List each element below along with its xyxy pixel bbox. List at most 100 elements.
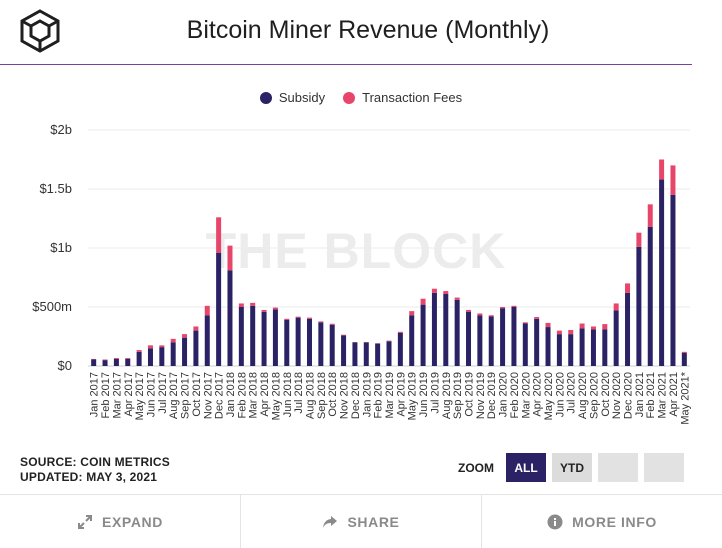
bar-subsidy[interactable]	[534, 318, 540, 366]
bar-subsidy[interactable]	[170, 342, 176, 366]
bar-subsidy[interactable]	[102, 360, 108, 366]
bar-transaction-fees[interactable]	[125, 357, 131, 359]
bar-transaction-fees[interactable]	[295, 316, 301, 318]
bar-subsidy[interactable]	[579, 328, 585, 366]
bar-transaction-fees[interactable]	[431, 288, 437, 293]
bar-transaction-fees[interactable]	[443, 291, 449, 295]
zoom-ytd-button[interactable]: YTD	[552, 453, 592, 482]
bar-transaction-fees[interactable]	[397, 331, 403, 333]
bar-subsidy[interactable]	[397, 332, 403, 366]
bar-transaction-fees[interactable]	[659, 159, 665, 180]
bar-transaction-fees[interactable]	[318, 321, 324, 323]
bar-subsidy[interactable]	[670, 194, 676, 366]
bar-transaction-fees[interactable]	[590, 326, 596, 330]
bar-subsidy[interactable]	[136, 351, 142, 366]
bar-subsidy[interactable]	[556, 334, 562, 366]
bar-transaction-fees[interactable]	[306, 317, 312, 319]
bar-transaction-fees[interactable]	[670, 165, 676, 195]
bar-transaction-fees[interactable]	[113, 357, 119, 359]
bar-transaction-fees[interactable]	[91, 358, 97, 360]
bar-transaction-fees[interactable]	[250, 302, 256, 306]
bar-subsidy[interactable]	[500, 308, 506, 366]
bar-subsidy[interactable]	[113, 358, 119, 366]
bar-subsidy[interactable]	[522, 323, 528, 366]
bar-subsidy[interactable]	[545, 327, 551, 366]
bar-transaction-fees[interactable]	[625, 283, 631, 293]
zoom-all-button[interactable]: ALL	[506, 453, 546, 482]
bar-transaction-fees[interactable]	[522, 322, 528, 324]
bar-transaction-fees[interactable]	[545, 322, 551, 328]
more-info-button[interactable]: MORE INFO	[481, 495, 722, 548]
bar-transaction-fees[interactable]	[602, 324, 608, 330]
bar-subsidy[interactable]	[647, 226, 653, 366]
bar-subsidy[interactable]	[409, 315, 415, 366]
bar-subsidy[interactable]	[261, 311, 267, 366]
bar-transaction-fees[interactable]	[272, 307, 278, 310]
bar-transaction-fees[interactable]	[341, 334, 347, 336]
bar-subsidy[interactable]	[147, 348, 153, 366]
bar-subsidy[interactable]	[590, 329, 596, 366]
bar-subsidy[interactable]	[636, 246, 642, 366]
bar-subsidy[interactable]	[477, 315, 483, 366]
bar-subsidy[interactable]	[602, 329, 608, 366]
bar-subsidy[interactable]	[363, 342, 369, 366]
bar-subsidy[interactable]	[625, 292, 631, 366]
bar-transaction-fees[interactable]	[204, 305, 210, 316]
bar-subsidy[interactable]	[386, 341, 392, 366]
bar-transaction-fees[interactable]	[488, 315, 494, 317]
bar-transaction-fees[interactable]	[386, 340, 392, 342]
bar-subsidy[interactable]	[568, 334, 574, 366]
bar-transaction-fees[interactable]	[454, 297, 460, 300]
bar-transaction-fees[interactable]	[511, 305, 517, 307]
share-button[interactable]: SHARE	[240, 495, 481, 548]
bar-subsidy[interactable]	[511, 307, 517, 366]
bar-subsidy[interactable]	[466, 311, 472, 366]
bar-transaction-fees[interactable]	[681, 351, 687, 354]
bar-transaction-fees[interactable]	[329, 323, 335, 325]
bar-transaction-fees[interactable]	[159, 345, 165, 348]
bar-transaction-fees[interactable]	[193, 326, 199, 331]
bar-subsidy[interactable]	[329, 324, 335, 366]
legend-item-subsidy[interactable]: Subsidy	[259, 90, 325, 105]
bar-subsidy[interactable]	[488, 316, 494, 366]
bar-subsidy[interactable]	[182, 337, 188, 366]
bar-subsidy[interactable]	[250, 305, 256, 366]
bar-transaction-fees[interactable]	[261, 309, 267, 312]
bar-transaction-fees[interactable]	[636, 232, 642, 247]
bar-transaction-fees[interactable]	[216, 217, 222, 253]
bar-subsidy[interactable]	[420, 304, 426, 366]
bar-subsidy[interactable]	[375, 343, 381, 366]
bar-subsidy[interactable]	[204, 315, 210, 366]
bar-subsidy[interactable]	[659, 179, 665, 366]
bar-subsidy[interactable]	[454, 299, 460, 366]
bar-subsidy[interactable]	[272, 309, 278, 366]
bar-transaction-fees[interactable]	[409, 311, 415, 316]
bar-transaction-fees[interactable]	[136, 350, 142, 352]
bar-transaction-fees[interactable]	[170, 338, 176, 343]
bar-subsidy[interactable]	[159, 347, 165, 366]
bar-subsidy[interactable]	[227, 270, 233, 366]
zoom-option-button[interactable]	[644, 453, 684, 482]
bar-subsidy[interactable]	[91, 359, 97, 366]
bar-transaction-fees[interactable]	[284, 318, 290, 320]
bar-subsidy[interactable]	[295, 317, 301, 366]
bar-subsidy[interactable]	[284, 319, 290, 366]
bar-transaction-fees[interactable]	[500, 307, 506, 309]
bar-transaction-fees[interactable]	[647, 204, 653, 227]
bar-subsidy[interactable]	[193, 330, 199, 366]
bar-transaction-fees[interactable]	[227, 245, 233, 271]
bar-transaction-fees[interactable]	[238, 303, 244, 307]
bar-transaction-fees[interactable]	[579, 323, 585, 329]
zoom-option-button[interactable]	[598, 453, 638, 482]
bar-subsidy[interactable]	[306, 318, 312, 366]
bar-transaction-fees[interactable]	[420, 298, 426, 305]
bar-transaction-fees[interactable]	[556, 330, 562, 335]
bar-subsidy[interactable]	[216, 252, 222, 366]
bar-transaction-fees[interactable]	[102, 359, 108, 361]
bar-subsidy[interactable]	[352, 342, 358, 366]
legend-item-transaction-fees[interactable]: Transaction Fees	[343, 90, 462, 105]
bar-subsidy[interactable]	[318, 322, 324, 366]
bar-subsidy[interactable]	[443, 294, 449, 366]
bar-transaction-fees[interactable]	[534, 317, 540, 319]
bar-transaction-fees[interactable]	[568, 330, 574, 335]
